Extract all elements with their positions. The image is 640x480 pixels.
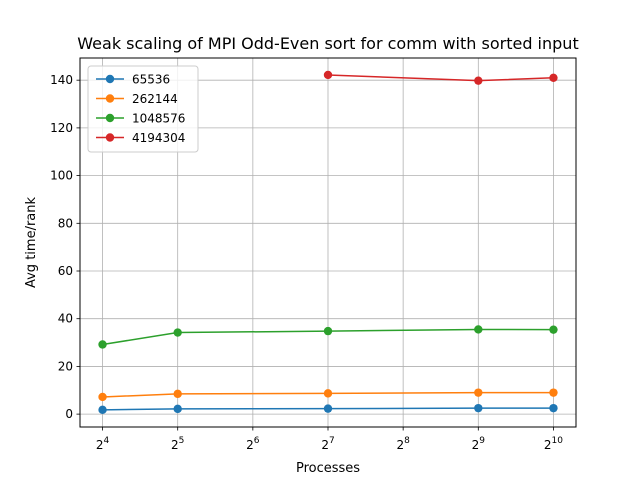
legend-label: 1048576 [132, 112, 185, 126]
data-point-1048576 [474, 325, 483, 334]
legend: 65536 262144 1048576 4194304 [87, 65, 199, 153]
data-point-65536 [549, 403, 558, 413]
x-tick-label: 210 [544, 436, 563, 452]
data-point-65536 [98, 405, 107, 415]
ticks: 24 25 26 27 28 29 210 0 20 40 60 80 100 120 140 [50, 73, 563, 452]
data-point-262144 [173, 389, 182, 399]
legend-label: 262144 [132, 92, 178, 106]
x-tick-label: 26 [246, 436, 260, 452]
x-tick-label: 25 [171, 436, 184, 452]
y-tick-label: 20 [58, 359, 73, 373]
data-point-1048576 [173, 328, 182, 337]
x-tick-label: 27 [321, 436, 334, 452]
x-tick-label: 28 [396, 436, 410, 452]
data-point-65536 [323, 404, 333, 413]
x-axis-label: Processes [296, 461, 360, 476]
data-point-4194304 [474, 76, 483, 85]
data-point-4194304 [549, 73, 558, 82]
series-layer [98, 70, 558, 415]
data-point-262144 [474, 388, 483, 397]
y-tick-label: 120 [50, 121, 73, 135]
y-tick-label: 100 [50, 169, 73, 183]
chart-title: Weak scaling of MPI Odd-Even sort for co… [77, 34, 578, 53]
y-tick-label: 140 [50, 73, 73, 87]
y-axis-label: Avg time/rank [24, 197, 39, 289]
data-point-262144 [98, 392, 107, 402]
legend-label: 65536 [132, 73, 170, 87]
y-tick-label: 60 [58, 264, 73, 278]
legend-swatch-marker [105, 74, 115, 84]
legend-box [87, 65, 199, 153]
data-point-65536 [474, 403, 483, 413]
x-tick-label: 29 [472, 436, 486, 452]
y-tick-label: 0 [65, 407, 73, 421]
data-point-1048576 [549, 325, 558, 334]
legend-swatch-marker [105, 133, 115, 142]
data-point-262144 [549, 388, 558, 397]
data-point-4194304 [323, 70, 333, 80]
legend-swatch-marker [105, 113, 115, 123]
data-point-1048576 [323, 326, 333, 336]
data-point-65536 [173, 404, 182, 414]
data-point-1048576 [98, 340, 107, 349]
x-tick-label: 24 [96, 436, 110, 452]
legend-label: 4194304 [132, 131, 185, 145]
data-point-262144 [323, 389, 333, 398]
legend-swatch-marker [105, 94, 115, 103]
grid [80, 58, 576, 427]
y-tick-label: 80 [58, 216, 73, 230]
y-tick-label: 40 [58, 312, 73, 326]
